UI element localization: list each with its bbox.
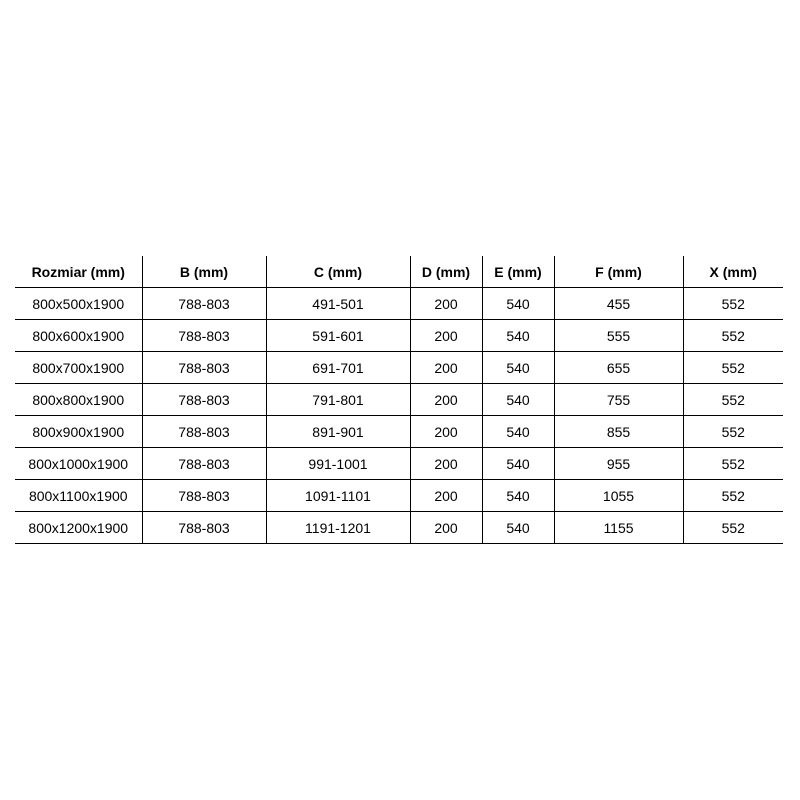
table-cell: 200 <box>409 511 482 544</box>
column-header: B (mm) <box>141 256 266 288</box>
table-cell: 991-1001 <box>265 447 410 480</box>
table-cell: 555 <box>553 319 683 352</box>
table-cell: 540 <box>481 479 554 512</box>
table-cell: 200 <box>409 383 482 416</box>
table-cell: 540 <box>481 351 554 384</box>
table-cell: 800x1100x1900 <box>15 479 142 512</box>
table-cell: 200 <box>409 351 482 384</box>
table-cell: 552 <box>682 511 783 544</box>
table-cell: 200 <box>409 479 482 512</box>
table-row: 800x1000x1900 788-803 991-1001 200 540 955 552 <box>15 447 783 480</box>
table-cell: 200 <box>409 287 482 320</box>
table-cell: 788-803 <box>141 415 266 448</box>
header-row: Rozmiar (mm) B (mm) C (mm) D (mm) E (mm) F (m… <box>15 256 783 288</box>
table-cell: 1091-1101 <box>265 479 410 512</box>
table-cell: 1191-1201 <box>265 511 410 544</box>
table-row: 800x700x1900 788-803 691-701 200 540 655 552 <box>15 351 783 384</box>
table-cell: 800x900x1900 <box>15 415 142 448</box>
table-cell: 552 <box>682 351 783 384</box>
table-cell: 788-803 <box>141 479 266 512</box>
table-row: 800x800x1900 788-803 791-801 200 540 755 552 <box>15 383 783 416</box>
table-cell: 552 <box>682 415 783 448</box>
dimensions-table: Rozmiar (mm) B (mm) C (mm) D (mm) E (mm) F (m… <box>15 256 783 544</box>
column-header: D (mm) <box>409 256 482 288</box>
column-header: F (mm) <box>553 256 683 288</box>
table-cell: 755 <box>553 383 683 416</box>
column-header: X (mm) <box>682 256 783 288</box>
table-cell: 800x500x1900 <box>15 287 142 320</box>
column-header: E (mm) <box>481 256 554 288</box>
table-cell: 800x1200x1900 <box>15 511 142 544</box>
table-cell: 788-803 <box>141 351 266 384</box>
column-header: C (mm) <box>265 256 410 288</box>
column-header: Rozmiar (mm) <box>15 256 142 288</box>
table-cell: 1155 <box>553 511 683 544</box>
table-row: 800x1100x1900 788-803 1091-1101 200 540 1055 5… <box>15 479 783 512</box>
table-cell: 552 <box>682 383 783 416</box>
table-cell: 788-803 <box>141 447 266 480</box>
table-cell: 1055 <box>553 479 683 512</box>
table-row: 800x900x1900 788-803 891-901 200 540 855 552 <box>15 415 783 448</box>
table-cell: 655 <box>553 351 683 384</box>
table-row: 800x1200x1900 788-803 1191-1201 200 540 1155 5… <box>15 511 783 544</box>
table-cell: 552 <box>682 319 783 352</box>
table-cell: 788-803 <box>141 319 266 352</box>
table-cell: 200 <box>409 447 482 480</box>
table-cell: 891-901 <box>265 415 410 448</box>
table-cell: 552 <box>682 447 783 480</box>
table-cell: 540 <box>481 319 554 352</box>
table-cell: 552 <box>682 479 783 512</box>
table-cell: 200 <box>409 415 482 448</box>
table-cell: 540 <box>481 287 554 320</box>
table-cell: 540 <box>481 447 554 480</box>
table-cell: 788-803 <box>141 511 266 544</box>
table-row: 800x600x1900 788-803 591-601 200 540 555 552 <box>15 319 783 352</box>
table-cell: 540 <box>481 511 554 544</box>
table-cell: 788-803 <box>141 383 266 416</box>
table-cell: 491-501 <box>265 287 410 320</box>
table-row: 800x500x1900 788-803 491-501 200 540 455 552 <box>15 287 783 320</box>
table-cell: 200 <box>409 319 482 352</box>
table-cell: 800x700x1900 <box>15 351 142 384</box>
table-cell: 800x600x1900 <box>15 319 142 352</box>
table-cell: 788-803 <box>141 287 266 320</box>
table-cell: 455 <box>553 287 683 320</box>
table-cell: 591-601 <box>265 319 410 352</box>
table-cell: 540 <box>481 383 554 416</box>
table-cell: 540 <box>481 415 554 448</box>
table-cell: 955 <box>553 447 683 480</box>
table-cell: 800x1000x1900 <box>15 447 142 480</box>
table-cell: 552 <box>682 287 783 320</box>
table-cell: 691-701 <box>265 351 410 384</box>
table-cell: 791-801 <box>265 383 410 416</box>
table-cell: 855 <box>553 415 683 448</box>
table-cell: 800x800x1900 <box>15 383 142 416</box>
